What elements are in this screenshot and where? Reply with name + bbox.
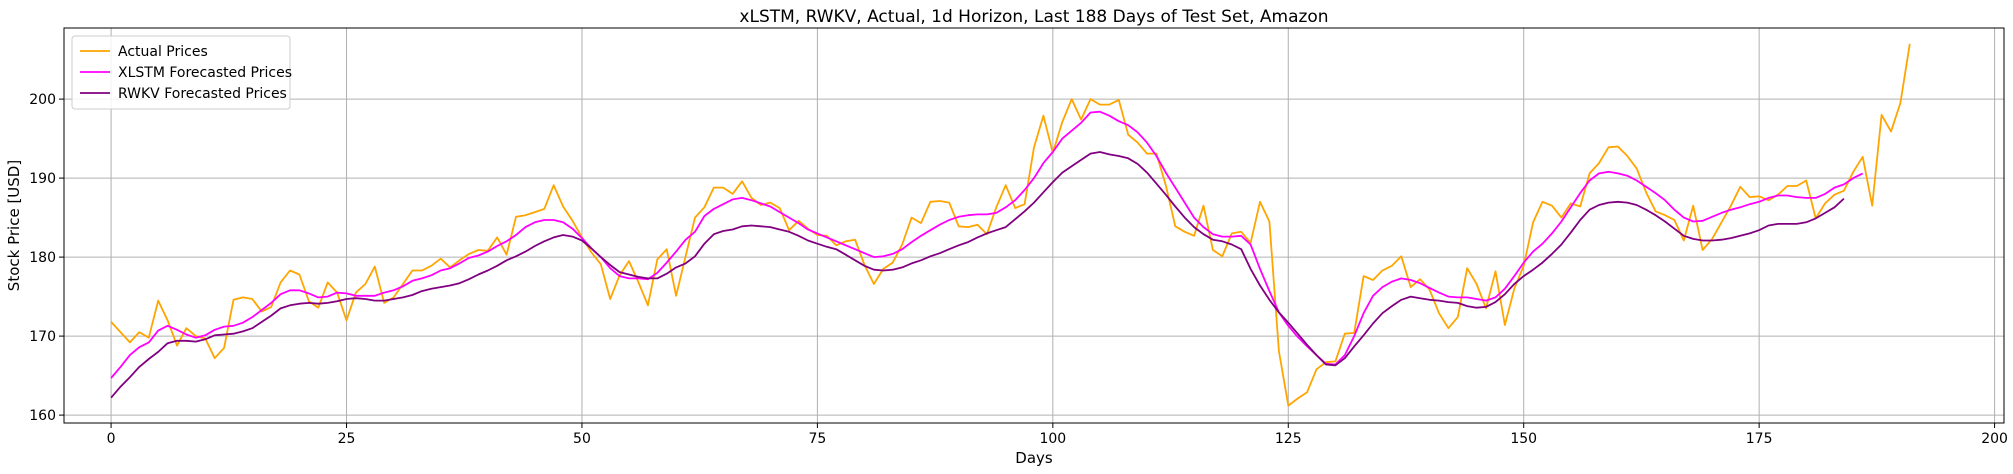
axis-ticks: 0 25 50 75 100 125 150 175 200 160 170 180 190 200 [29, 92, 2008, 447]
series-line-0 [110, 43, 1911, 407]
legend: Actual Prices XLSTM Forecasted Prices RWKV… [71, 35, 292, 110]
chart-title: xLSTM, RWKV, Actual, 1d Horizon, Last 18… [739, 7, 1328, 27]
legend-label: RWKV Forecasted Prices [118, 86, 287, 102]
legend-label: XLSTM Forecasted Prices [118, 65, 292, 81]
plot-frame [63, 27, 2005, 424]
x-tick-label: 175 [1746, 431, 1773, 447]
x-axis-label: Days [1015, 449, 1053, 467]
x-tick-label: 100 [1039, 431, 1066, 447]
series-lines [110, 43, 1911, 407]
x-tick-label: 125 [1275, 431, 1302, 447]
x-tick-label: 75 [808, 431, 826, 447]
y-axis-label: Stock Price [USD] [5, 160, 23, 291]
y-tick-label: 200 [29, 92, 56, 108]
y-tick-label: 160 [29, 408, 56, 424]
x-tick-label: 200 [1981, 431, 2008, 447]
x-tick-label: 150 [1510, 431, 1537, 447]
x-tick-label: 25 [338, 431, 356, 447]
y-tick-label: 190 [29, 171, 56, 187]
x-tick-label: 0 [107, 431, 116, 447]
series-line-1 [110, 110, 1864, 379]
series-line-2 [110, 151, 1845, 399]
y-tick-label: 170 [29, 329, 56, 345]
legend-box [71, 35, 291, 110]
legend-label: Actual Prices [118, 44, 208, 60]
x-tick-label: 50 [573, 431, 591, 447]
y-tick-label: 180 [29, 250, 56, 266]
